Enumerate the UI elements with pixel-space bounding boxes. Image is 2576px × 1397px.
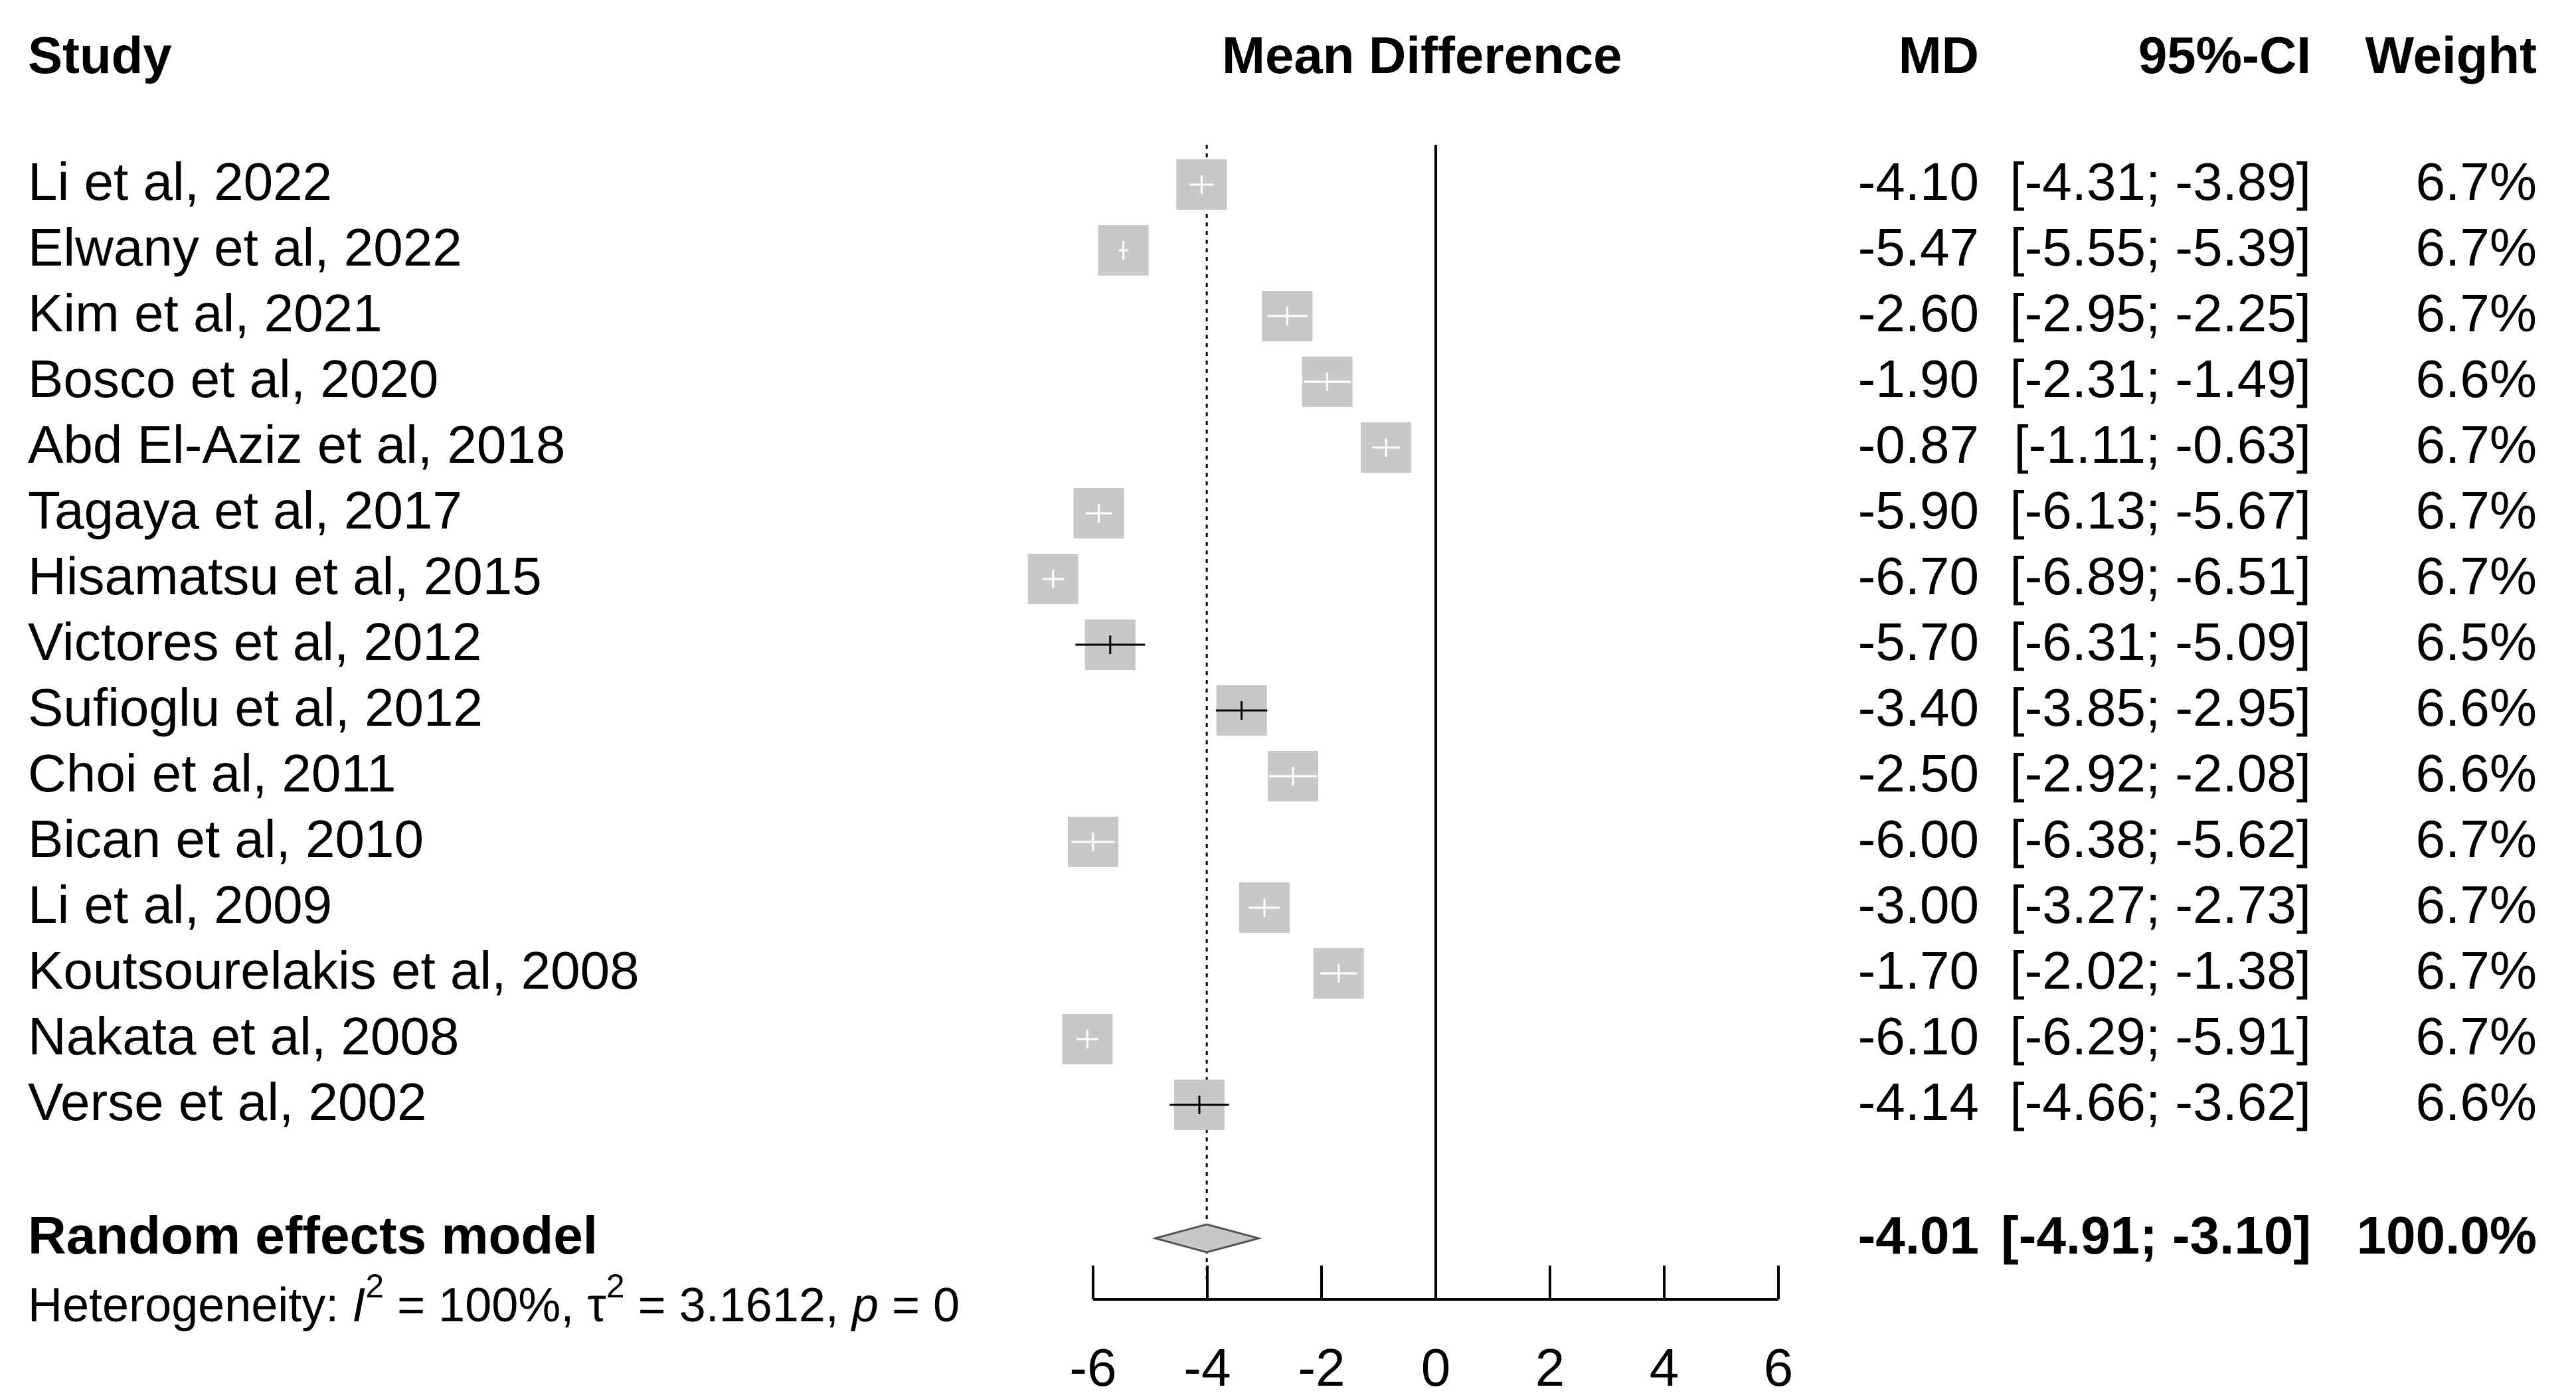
pooled-ci: [-4.91; -3.10] — [2001, 1206, 2311, 1265]
study-md: -3.40 — [1857, 678, 1979, 737]
x-tick-label: -6 — [1069, 1338, 1117, 1397]
study-weight: 6.7% — [2415, 941, 2537, 1000]
x-tick-label: 2 — [1535, 1338, 1565, 1397]
study-ci: [-2.02; -1.38] — [2010, 941, 2311, 1000]
study-md: -0.87 — [1857, 415, 1979, 474]
study-md: -5.70 — [1857, 612, 1979, 671]
study-md: -1.70 — [1857, 941, 1979, 1000]
study-md: -3.00 — [1857, 875, 1979, 934]
study-ci: [-4.31; -3.89] — [2010, 152, 2311, 211]
study-label: Verse et al, 2002 — [28, 1072, 427, 1131]
study-label: Nakata et al, 2008 — [28, 1007, 460, 1066]
header-weight: Weight — [2365, 26, 2537, 84]
study-ci: [-2.31; -1.49] — [2010, 349, 2311, 408]
study-weight: 6.6% — [2415, 349, 2537, 408]
study-ci: [-6.31; -5.09] — [2010, 612, 2311, 671]
study-label: Choi et al, 2011 — [28, 744, 396, 803]
study-md: -2.50 — [1857, 744, 1979, 803]
study-label: Tagaya et al, 2017 — [28, 481, 462, 540]
study-md: -6.00 — [1857, 809, 1979, 868]
study-weight: 6.6% — [2415, 744, 2537, 803]
study-label: Koutsourelakis et al, 2008 — [28, 941, 640, 1000]
study-weight: 6.5% — [2415, 612, 2537, 671]
study-label: Li et al, 2009 — [28, 875, 333, 934]
study-weight: 6.7% — [2415, 546, 2537, 606]
study-weight: 6.7% — [2415, 218, 2537, 277]
x-tick-label: -2 — [1298, 1338, 1345, 1397]
study-ci: [-3.85; -2.95] — [2010, 678, 2311, 737]
pooled-weight: 100.0% — [2356, 1206, 2537, 1265]
study-md: -6.10 — [1857, 1007, 1979, 1066]
study-weight: 6.7% — [2415, 809, 2537, 868]
study-ci: [-6.38; -5.62] — [2010, 809, 2311, 868]
study-ci: [-6.29; -5.91] — [2010, 1007, 2311, 1066]
study-label: Sufioglu et al, 2012 — [28, 678, 483, 737]
study-weight: 6.7% — [2415, 875, 2537, 934]
pooled-diamond — [1152, 1223, 1263, 1254]
heterogeneity-text: Heterogeneity: I2 = 100%, τ2 = 3.1612, p… — [28, 1268, 960, 1332]
study-ci: [-4.66; -3.62] — [2010, 1072, 2311, 1131]
study-ci: [-6.13; -5.67] — [2010, 481, 2311, 540]
study-md: -2.60 — [1857, 284, 1979, 343]
study-label: Victores et al, 2012 — [28, 612, 482, 671]
study-md: -6.70 — [1857, 546, 1979, 606]
study-weight: 6.7% — [2415, 415, 2537, 474]
study-weight: 6.7% — [2415, 152, 2537, 211]
x-tick-label: -4 — [1183, 1338, 1231, 1397]
study-md: -5.90 — [1857, 481, 1979, 540]
header-study: Study — [28, 26, 172, 84]
study-label: Abd El-Aziz et al, 2018 — [28, 415, 566, 474]
study-md: -5.47 — [1857, 218, 1979, 277]
pooled-label: Random effects model — [28, 1206, 598, 1265]
study-weight: 6.7% — [2415, 481, 2537, 540]
study-ci: [-5.55; -5.39] — [2010, 218, 2311, 277]
header-md: MD — [1898, 26, 1979, 84]
study-label: Elwany et al, 2022 — [28, 218, 462, 277]
study-ci: [-3.27; -2.73] — [2010, 875, 2311, 934]
study-label: Li et al, 2022 — [28, 152, 333, 211]
study-md: -4.10 — [1857, 152, 1979, 211]
header-mean-difference: Mean Difference — [1222, 26, 1622, 84]
pooled-md: -4.01 — [1857, 1206, 1979, 1265]
header-ci: 95%-CI — [2138, 26, 2311, 84]
study-label: Hisamatsu et al, 2015 — [28, 546, 542, 606]
study-ci: [-6.89; -6.51] — [2010, 546, 2311, 606]
study-label: Kim et al, 2021 — [28, 284, 383, 343]
study-md: -4.14 — [1857, 1072, 1979, 1131]
x-tick-label: 0 — [1420, 1338, 1451, 1397]
study-weight: 6.6% — [2415, 1072, 2537, 1131]
study-label: Bican et al, 2010 — [28, 809, 424, 868]
study-weight: 6.7% — [2415, 1007, 2537, 1066]
study-ci: [-2.92; -2.08] — [2010, 744, 2311, 803]
study-ci: [-1.11; -0.63] — [2014, 415, 2311, 474]
study-weight: 6.6% — [2415, 678, 2537, 737]
study-weight: 6.7% — [2415, 284, 2537, 343]
study-ci: [-2.95; -2.25] — [2010, 284, 2311, 343]
study-label: Bosco et al, 2020 — [28, 349, 439, 408]
x-tick-label: 6 — [1763, 1338, 1794, 1397]
study-md: -1.90 — [1857, 349, 1979, 408]
x-tick-label: 4 — [1649, 1338, 1679, 1397]
